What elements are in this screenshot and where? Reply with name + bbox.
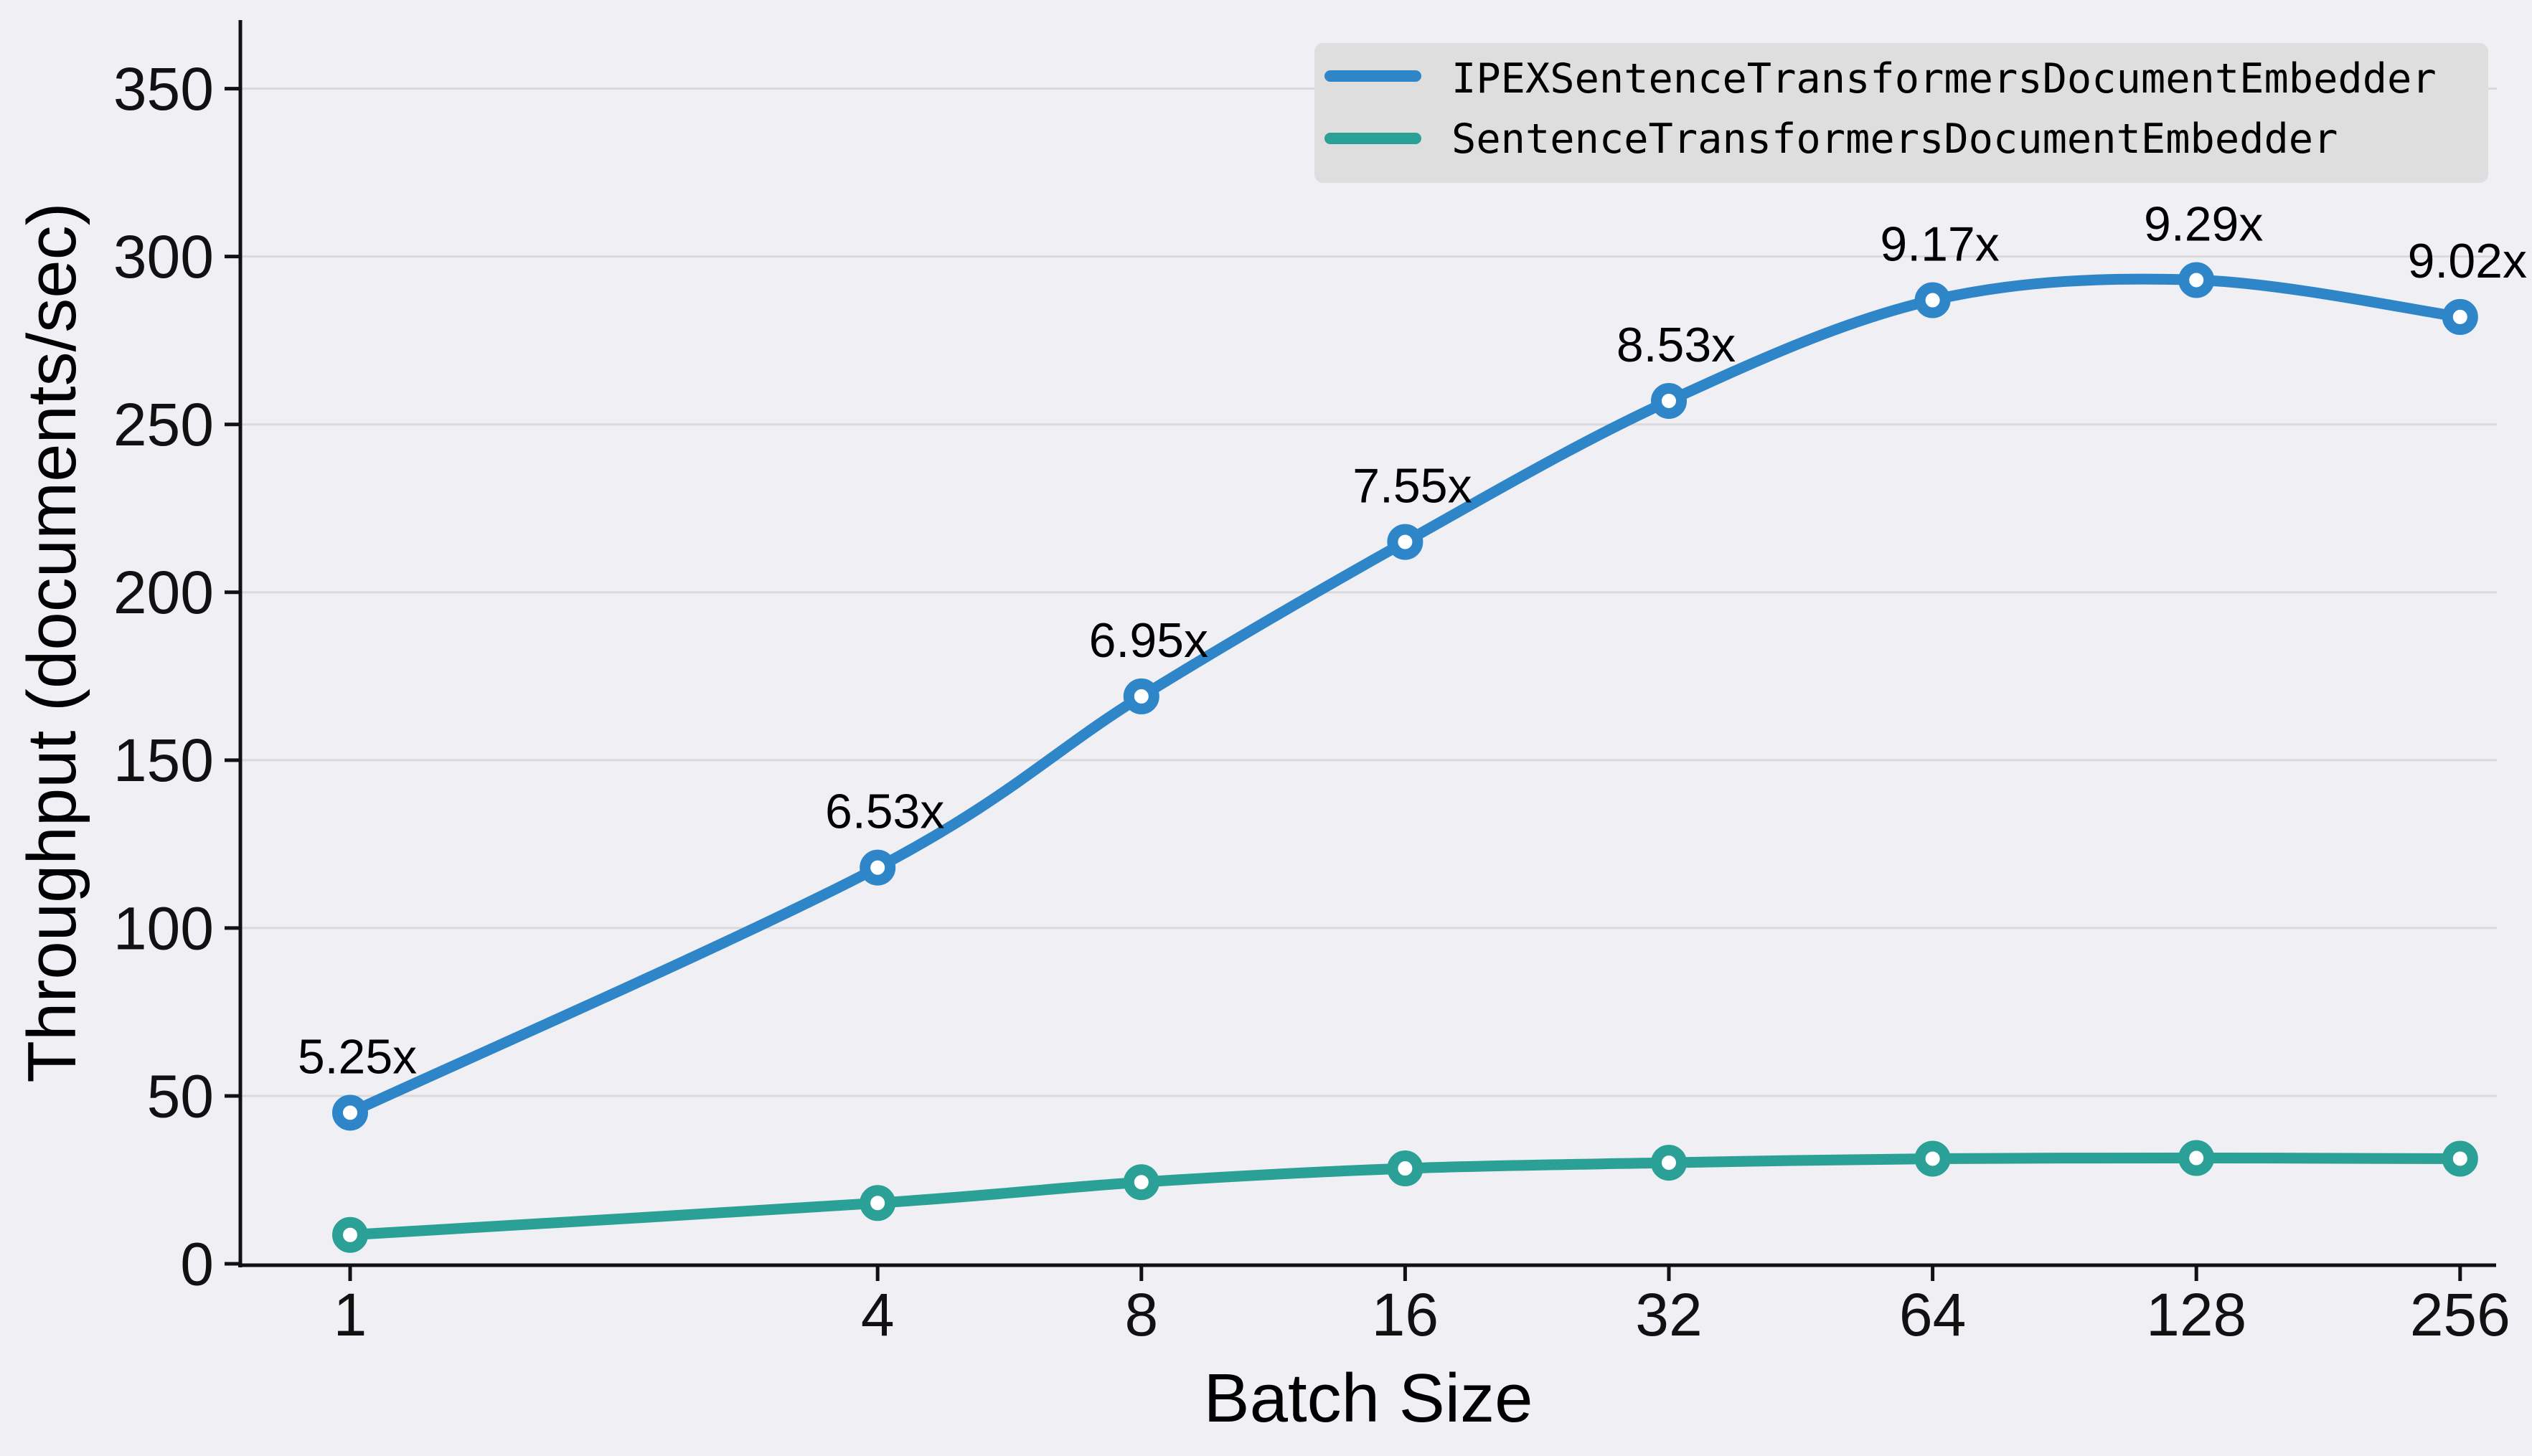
speedup-annotations: 5.25x 6.53x 6.95x 7.55x 8.53x 9.17x 9.29x 9.02x [298,197,2527,1084]
speedup-annotation-256: 9.02x [2408,234,2527,288]
series-0-marker-32 [1651,382,1687,419]
series-1-marker-16 [1387,1150,1423,1187]
x-tick-label-8: 8 [1124,1281,1158,1348]
y-axis-title: Throughput (documents/sec) [14,202,90,1082]
speedup-annotation-1: 5.25x [298,1029,417,1084]
x-tick-label-1: 1 [334,1281,367,1348]
series-1-marker-8 [1123,1164,1159,1201]
x-tick-label-4: 4 [861,1281,895,1348]
series-1-marker-64 [1914,1140,1951,1177]
series-line-1 [344,1152,2466,1241]
y-tick-label-250: 250 [113,391,214,458]
y-tick-label-100: 100 [113,894,214,962]
x-axis-ticks: 1 4 8 16 32 64 128 256 [334,1265,2510,1348]
series-1-marker-128 [2178,1140,2215,1176]
x-tick-label-32: 32 [1635,1281,1702,1348]
series-1-marker-4 [860,1185,896,1221]
legend-label-1: SentenceTransformersDocumentEmbedder [1451,115,2338,163]
x-tick-label-64: 64 [1899,1281,1966,1348]
y-tick-label-0: 0 [180,1230,214,1297]
x-axis-title: Batch Size [1204,1360,1533,1437]
series-1-marker-32 [1651,1145,1687,1181]
series-0-marker-8 [1123,678,1159,714]
series-1-marker-256 [2442,1140,2478,1177]
y-tick-label-350: 350 [113,55,214,123]
x-tick-label-128: 128 [2146,1281,2246,1348]
series-1-marker-1 [332,1216,368,1253]
legend: IPEXSentenceTransformersDocumentEmbedder… [1314,43,2488,183]
y-tick-label-300: 300 [113,223,214,290]
legend-swatch-0 [1324,70,1421,82]
series-layer [332,262,2478,1253]
speedup-annotation-128: 9.29x [2144,197,2263,251]
legend-swatch-1 [1324,133,1421,144]
series-0-marker-256 [2442,298,2478,335]
x-tick-label-256: 256 [2410,1281,2510,1348]
series-line-0 [344,273,2466,1118]
series-0-marker-16 [1387,524,1423,560]
y-axis-ticks: 0 50 100 150 200 250 300 350 [113,55,240,1297]
series-0-marker-128 [2178,262,2215,298]
speedup-annotation-32: 8.53x [1616,318,1736,372]
legend-box [1314,43,2488,183]
series-0-marker-4 [860,849,896,886]
speedup-annotation-4: 6.53x [825,785,944,839]
series-0-marker-1 [332,1095,368,1131]
legend-label-0: IPEXSentenceTransformersDocumentEmbedder [1451,55,2437,103]
series-0-marker-64 [1914,282,1951,318]
legend-entries: IPEXSentenceTransformersDocumentEmbedder… [1324,55,2437,163]
speedup-annotation-8: 6.95x [1089,613,1208,668]
y-tick-label-50: 50 [147,1062,214,1130]
y-tick-label-150: 150 [113,727,214,794]
x-tick-label-16: 16 [1372,1281,1439,1348]
speedup-annotation-64: 9.17x [1880,217,1999,272]
y-tick-label-200: 200 [113,559,214,626]
speedup-annotation-16: 7.55x [1352,459,1472,514]
